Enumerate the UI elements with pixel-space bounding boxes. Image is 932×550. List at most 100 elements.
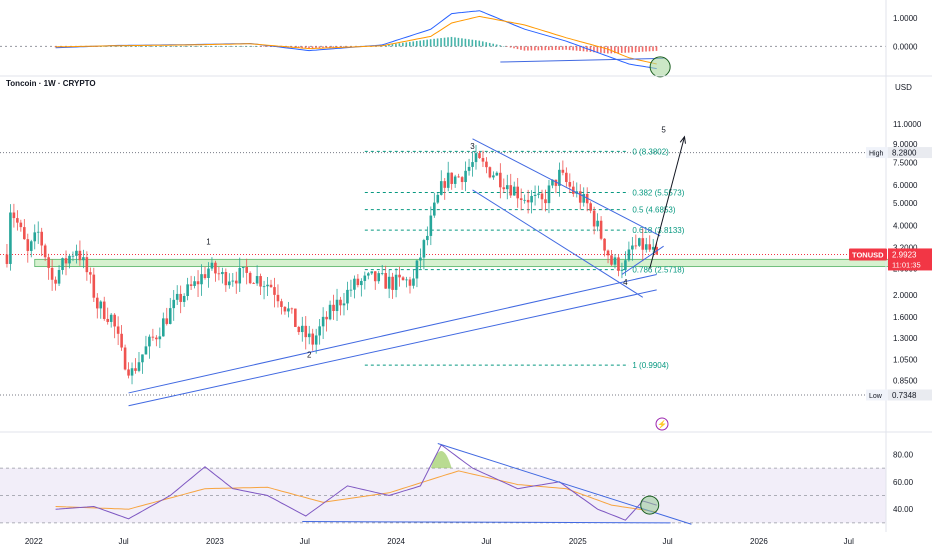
candle-body [123,347,127,370]
candle-body [95,297,99,309]
candle-body [210,262,214,269]
macd-histogram-bar [607,46,609,54]
price-tick-label: 3.2000 [893,244,918,253]
macd-histogram-bar [475,40,477,47]
candle-body [255,276,259,284]
candle-body [61,258,64,271]
macd-histogram-bar [554,46,557,50]
candle-body [512,186,516,196]
macd-histogram-bar [176,46,178,47]
candle-body [571,186,575,194]
lightning-icon-glyph: ⚡ [657,419,667,429]
candle-body [241,267,245,269]
macd-histogram-bar [561,46,564,50]
high-marker-label: High [869,151,884,158]
macd-histogram-bar [308,46,310,49]
price-scale[interactable]: 1.0000 0.0000 11.0000 9.0000 7.5000 6.0000 5.0… [849,0,932,532]
macd-histogram-bar [214,46,217,47]
macd-histogram-bar [468,39,470,47]
macd-histogram-bar [332,46,335,48]
macd-histogram-bar [582,46,585,52]
macd-histogram-bar [433,38,435,47]
macd-histogram-bar [263,46,265,47]
macd-histogram-bar [238,46,241,47]
macd-histogram-bar [342,46,345,47]
wave-label: 2 [307,350,312,359]
macd-histogram-bar [478,40,481,47]
candle-body [248,272,252,284]
low-marker-label: Low [869,393,883,400]
wave-label: 5 [661,126,666,135]
rsi-highlight-circle [640,495,660,515]
macd-histogram-bar [419,40,422,47]
candle-body [54,279,57,284]
candle-body [641,238,645,250]
candle-body [644,244,648,250]
candle-body [120,333,123,348]
trendline [472,189,644,298]
macd-histogram-bar [572,46,574,51]
macd-histogram-bar [388,44,390,47]
macd-histogram-bar [325,46,328,48]
time-axis[interactable]: 2022 Jul 2023 Jul 2024 Jul 2025 Jul 2026 Jul [25,537,854,546]
candle-body [318,326,321,336]
candle-body [102,301,106,319]
candle-body [391,276,394,290]
candle-body [228,281,231,286]
macd-histogram-bar [443,37,446,47]
macd-histogram-bar [520,46,522,50]
macd-histogram-bar [134,46,137,47]
candle-body [408,279,412,286]
high-marker-value-bg [888,147,932,159]
fib-level-label: 0.618 (3.8133) [632,226,684,235]
candle-body [294,308,297,327]
macd-histogram-bar [197,46,199,47]
macd-histogram-bar [568,46,571,51]
macd-histogram-bar [141,46,144,47]
macd-histogram-bar [638,46,640,52]
low-marker-label-bg [866,389,888,401]
macd-histogram-bar [634,46,637,53]
price-tick-label: 2.0000 [893,291,918,300]
candle-body [82,257,85,261]
candle-body [217,273,221,275]
trendline [621,245,664,275]
candle-body [495,172,499,176]
candle-body [502,187,506,190]
candle-body [401,277,405,281]
high-marker-value: 8.2800 [892,149,917,158]
candle-body [109,314,113,322]
macd-histogram-bar [422,40,425,47]
macd-histogram-bar [648,46,651,52]
macd-histogram-bar [575,46,578,51]
candle-body [387,276,391,289]
time-tick-label: 2022 [25,537,43,546]
candle-body [523,199,526,201]
candle-body [419,257,422,261]
macd-histogram-bar [551,46,554,51]
time-tick-label: Jul [118,537,128,546]
candle-body [631,245,634,250]
macd-histogram-bar [624,46,627,53]
candle-body [68,255,71,264]
candle-body [175,293,179,300]
candle-body [182,295,186,302]
candle-body [578,191,582,203]
macd-histogram-bar [558,46,560,50]
candle-body [464,170,467,183]
macd-histogram-bar [398,43,401,47]
candle-body [596,220,599,227]
candle-body [5,254,9,264]
candle-body [499,172,502,188]
macd-histogram-bar [461,38,463,47]
candle-body [439,181,443,195]
candle-body [651,246,655,250]
trendline [128,273,657,394]
macd-histogram-bar [193,46,196,47]
candle-body [273,287,276,295]
candle-body [537,193,540,195]
macd-histogram-bar [110,46,112,47]
macd-line [55,10,657,70]
macd-histogram-bar [242,46,244,47]
